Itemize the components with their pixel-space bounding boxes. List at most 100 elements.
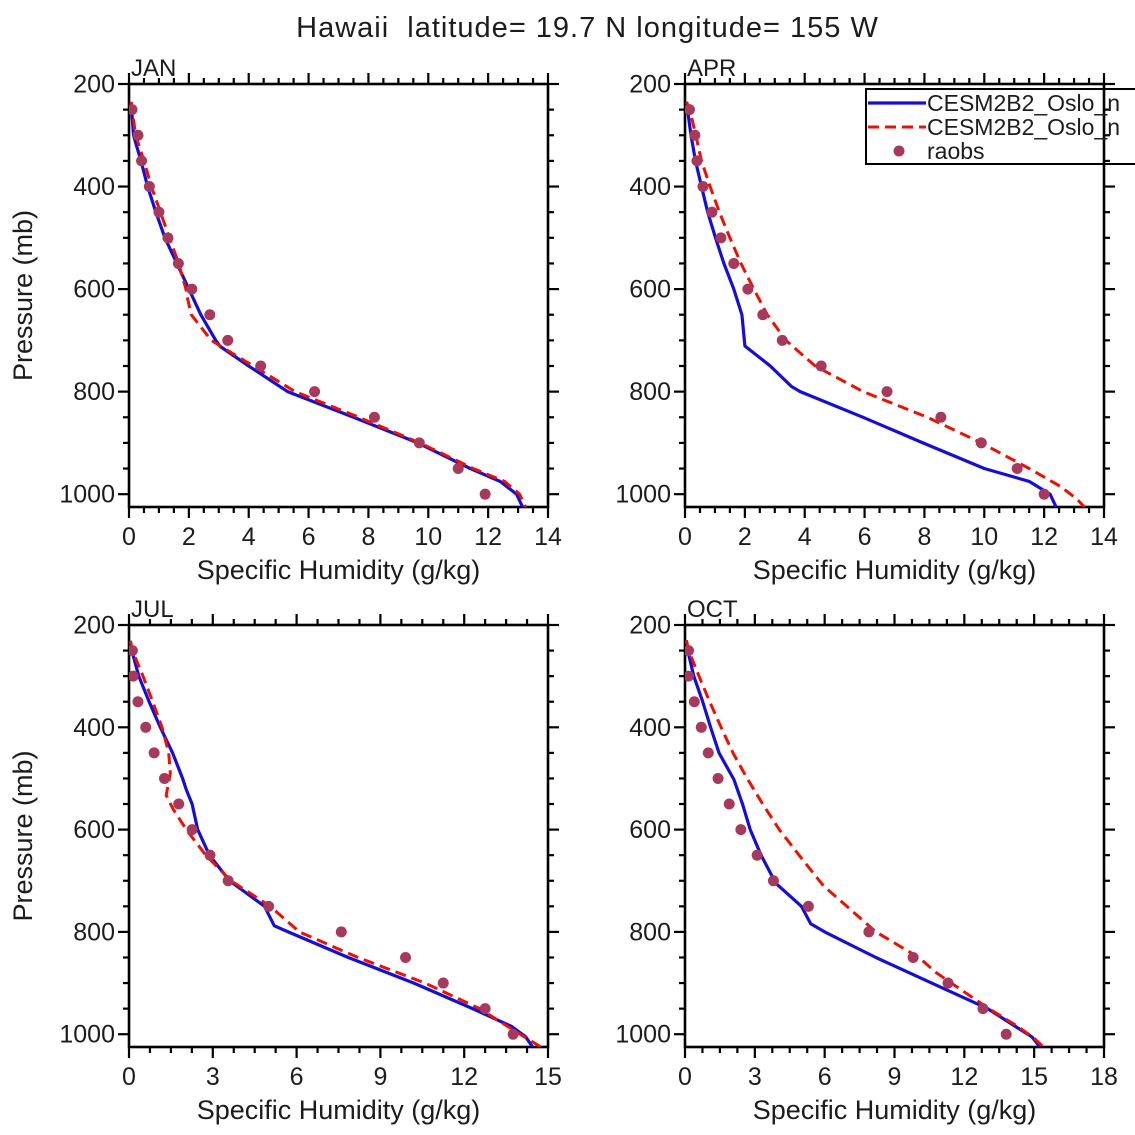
raobs-point-APR: [815, 360, 827, 372]
raobs-point-OCT: [695, 721, 707, 733]
x-axis-title-JUL: Specific Humidity (g/kg): [197, 1095, 481, 1125]
raobs-point-APR: [697, 181, 709, 193]
raobs-point-JAN: [129, 104, 138, 116]
legend: CESM2B2_Oslo_n CESM2B2_Oslo_n raobs: [865, 88, 1135, 165]
x-tick-label: 8: [361, 523, 375, 551]
model-dashed-line-JUL: [129, 640, 542, 1047]
x-tick-label: 4: [242, 523, 256, 551]
x-tick-label: 8: [917, 523, 931, 551]
raobs-point-OCT: [735, 824, 747, 836]
x-tick-label: 3: [206, 1063, 220, 1091]
raobs-point-OCT: [685, 670, 694, 682]
legend-label-model-dashed: CESM2B2_Oslo_n: [927, 114, 1121, 140]
raobs-point-APR: [975, 437, 987, 449]
legend-row-raobs: raobs: [867, 139, 1135, 163]
raobs-point-APR: [776, 334, 788, 346]
legend-row-model-dashed: CESM2B2_Oslo_n: [867, 115, 1135, 139]
raobs-point-OCT: [688, 696, 700, 708]
raobs-point-JUL: [222, 875, 234, 887]
y-tick-label: 600: [629, 816, 671, 844]
y-tick-label: 1000: [59, 481, 115, 509]
y-tick-label: 400: [73, 714, 115, 742]
x-tick-label: 10: [414, 523, 442, 551]
raobs-point-JUL: [140, 721, 152, 733]
y-tick-label: 400: [73, 173, 115, 201]
y-tick-label: 800: [73, 378, 115, 406]
raobs-point-JAN: [255, 360, 267, 372]
x-tick-label: 6: [858, 523, 872, 551]
raobs-point-OCT: [863, 926, 875, 938]
raobs-point-JUL: [263, 900, 275, 912]
y-tick-label: 200: [629, 71, 671, 99]
raobs-point-APR: [691, 155, 703, 167]
raobs-point-OCT: [802, 900, 814, 912]
page-title: Hawaii latitude= 19.7 N longitude= 155 W: [296, 12, 879, 44]
raobs-point-APR: [1011, 463, 1023, 475]
y-tick-label: 600: [629, 276, 671, 304]
y-axis-title-JAN: Pressure (mb): [8, 210, 38, 381]
y-tick-label: 600: [73, 276, 115, 304]
raobs-point-JAN: [413, 437, 425, 449]
x-tick-label: 0: [122, 523, 136, 551]
raobs-point-JAN: [204, 309, 216, 321]
raobs-point-JAN: [136, 155, 148, 167]
model-dashed-line-JAN: [129, 101, 527, 507]
x-tick-label: 0: [122, 1063, 136, 1091]
x-tick-label: 2: [182, 523, 196, 551]
raobs-point-JAN: [479, 488, 491, 500]
raobs-point-JUL: [186, 824, 198, 836]
x-tick-label: 12: [1030, 523, 1058, 551]
raobs-point-APR: [715, 232, 727, 244]
x-tick-label: 6: [302, 523, 316, 551]
raobs-point-JAN: [186, 283, 198, 295]
y-tick-label: 600: [73, 816, 115, 844]
raobs-point-APR: [881, 386, 893, 398]
x-tick-label: 15: [1020, 1063, 1048, 1091]
panel-frame-OCT: [683, 623, 1106, 1049]
raobs-point-JUL: [204, 849, 216, 861]
raobs-point-APR: [706, 206, 718, 218]
x-tick-label: 6: [290, 1063, 304, 1091]
y-tick-label: 1000: [59, 1021, 115, 1049]
dashed-line-sample-icon: [868, 125, 926, 129]
raobs-point-APR: [689, 129, 701, 141]
raobs-point-APR: [935, 411, 947, 423]
x-tick-label: 18: [1090, 1063, 1118, 1091]
raobs-point-OCT: [942, 977, 954, 989]
raobs-point-OCT: [907, 951, 919, 963]
raobs-point-JUL: [507, 1028, 519, 1040]
model-dashed-line-OCT: [685, 639, 1045, 1047]
raobs-point-OCT: [767, 875, 779, 887]
raobs-point-JAN: [172, 257, 184, 269]
raobs-point-OCT: [723, 798, 735, 810]
dot-sample-icon: [893, 145, 905, 157]
panel-title-OCT: OCT: [687, 596, 738, 623]
x-axis-title-OCT: Specific Humidity (g/kg): [753, 1095, 1037, 1125]
raobs-point-OCT: [977, 1003, 989, 1015]
raobs-point-JAN: [153, 206, 165, 218]
raobs-point-JUL: [148, 747, 160, 759]
x-tick-label: 3: [748, 1063, 762, 1091]
raobs-point-JAN: [309, 386, 321, 398]
x-tick-label: 12: [474, 523, 502, 551]
raobs-point-APR: [742, 283, 754, 295]
model-solid-line-OCT: [685, 640, 1042, 1047]
y-tick-label: 200: [629, 612, 671, 640]
raobs-point-APR: [757, 309, 769, 321]
solid-line-sample-icon: [868, 101, 926, 105]
raobs-point-JUL: [173, 798, 185, 810]
raobs-point-OCT: [685, 645, 694, 657]
raobs-point-JAN: [132, 129, 144, 141]
x-tick-label: 10: [970, 523, 998, 551]
x-tick-label: 4: [798, 523, 812, 551]
legend-row-model-solid: CESM2B2_Oslo_n: [867, 91, 1135, 115]
y-tick-label: 800: [629, 378, 671, 406]
raobs-point-JAN: [452, 463, 464, 475]
y-tick-label: 400: [629, 173, 671, 201]
legend-label-model-solid: CESM2B2_Oslo_n: [927, 90, 1121, 116]
panel-title-APR: APR: [687, 55, 736, 82]
raobs-point-OCT: [751, 849, 763, 861]
raobs-point-JUL: [437, 977, 449, 989]
raobs-point-APR: [1038, 488, 1050, 500]
